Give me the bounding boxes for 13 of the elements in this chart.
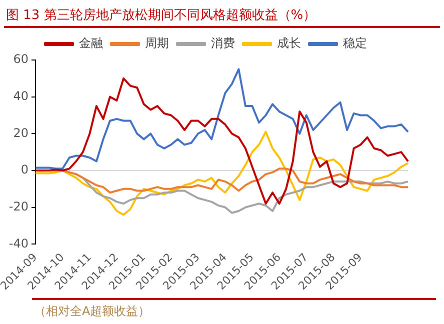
legend-label: 金融 xyxy=(79,36,103,50)
chart-title: 图 13 第三轮房地产放松期间不同风格超额收益（%） xyxy=(6,7,316,24)
y-tick-label: -40 xyxy=(8,236,28,250)
legend-label: 消费 xyxy=(211,36,235,50)
y-tick-label: 0 xyxy=(20,162,28,177)
y-tick-label: 40 xyxy=(13,88,28,103)
y-tick-label: -20 xyxy=(8,199,28,214)
text: （相对全A超额收益） xyxy=(34,303,150,320)
y-tick-label: 60 xyxy=(13,52,28,66)
legend-label: 成长 xyxy=(277,36,301,50)
y-tick-label: 20 xyxy=(13,126,28,140)
legend-label: 周期 xyxy=(145,36,169,50)
legend-label: 稳定 xyxy=(343,36,367,50)
